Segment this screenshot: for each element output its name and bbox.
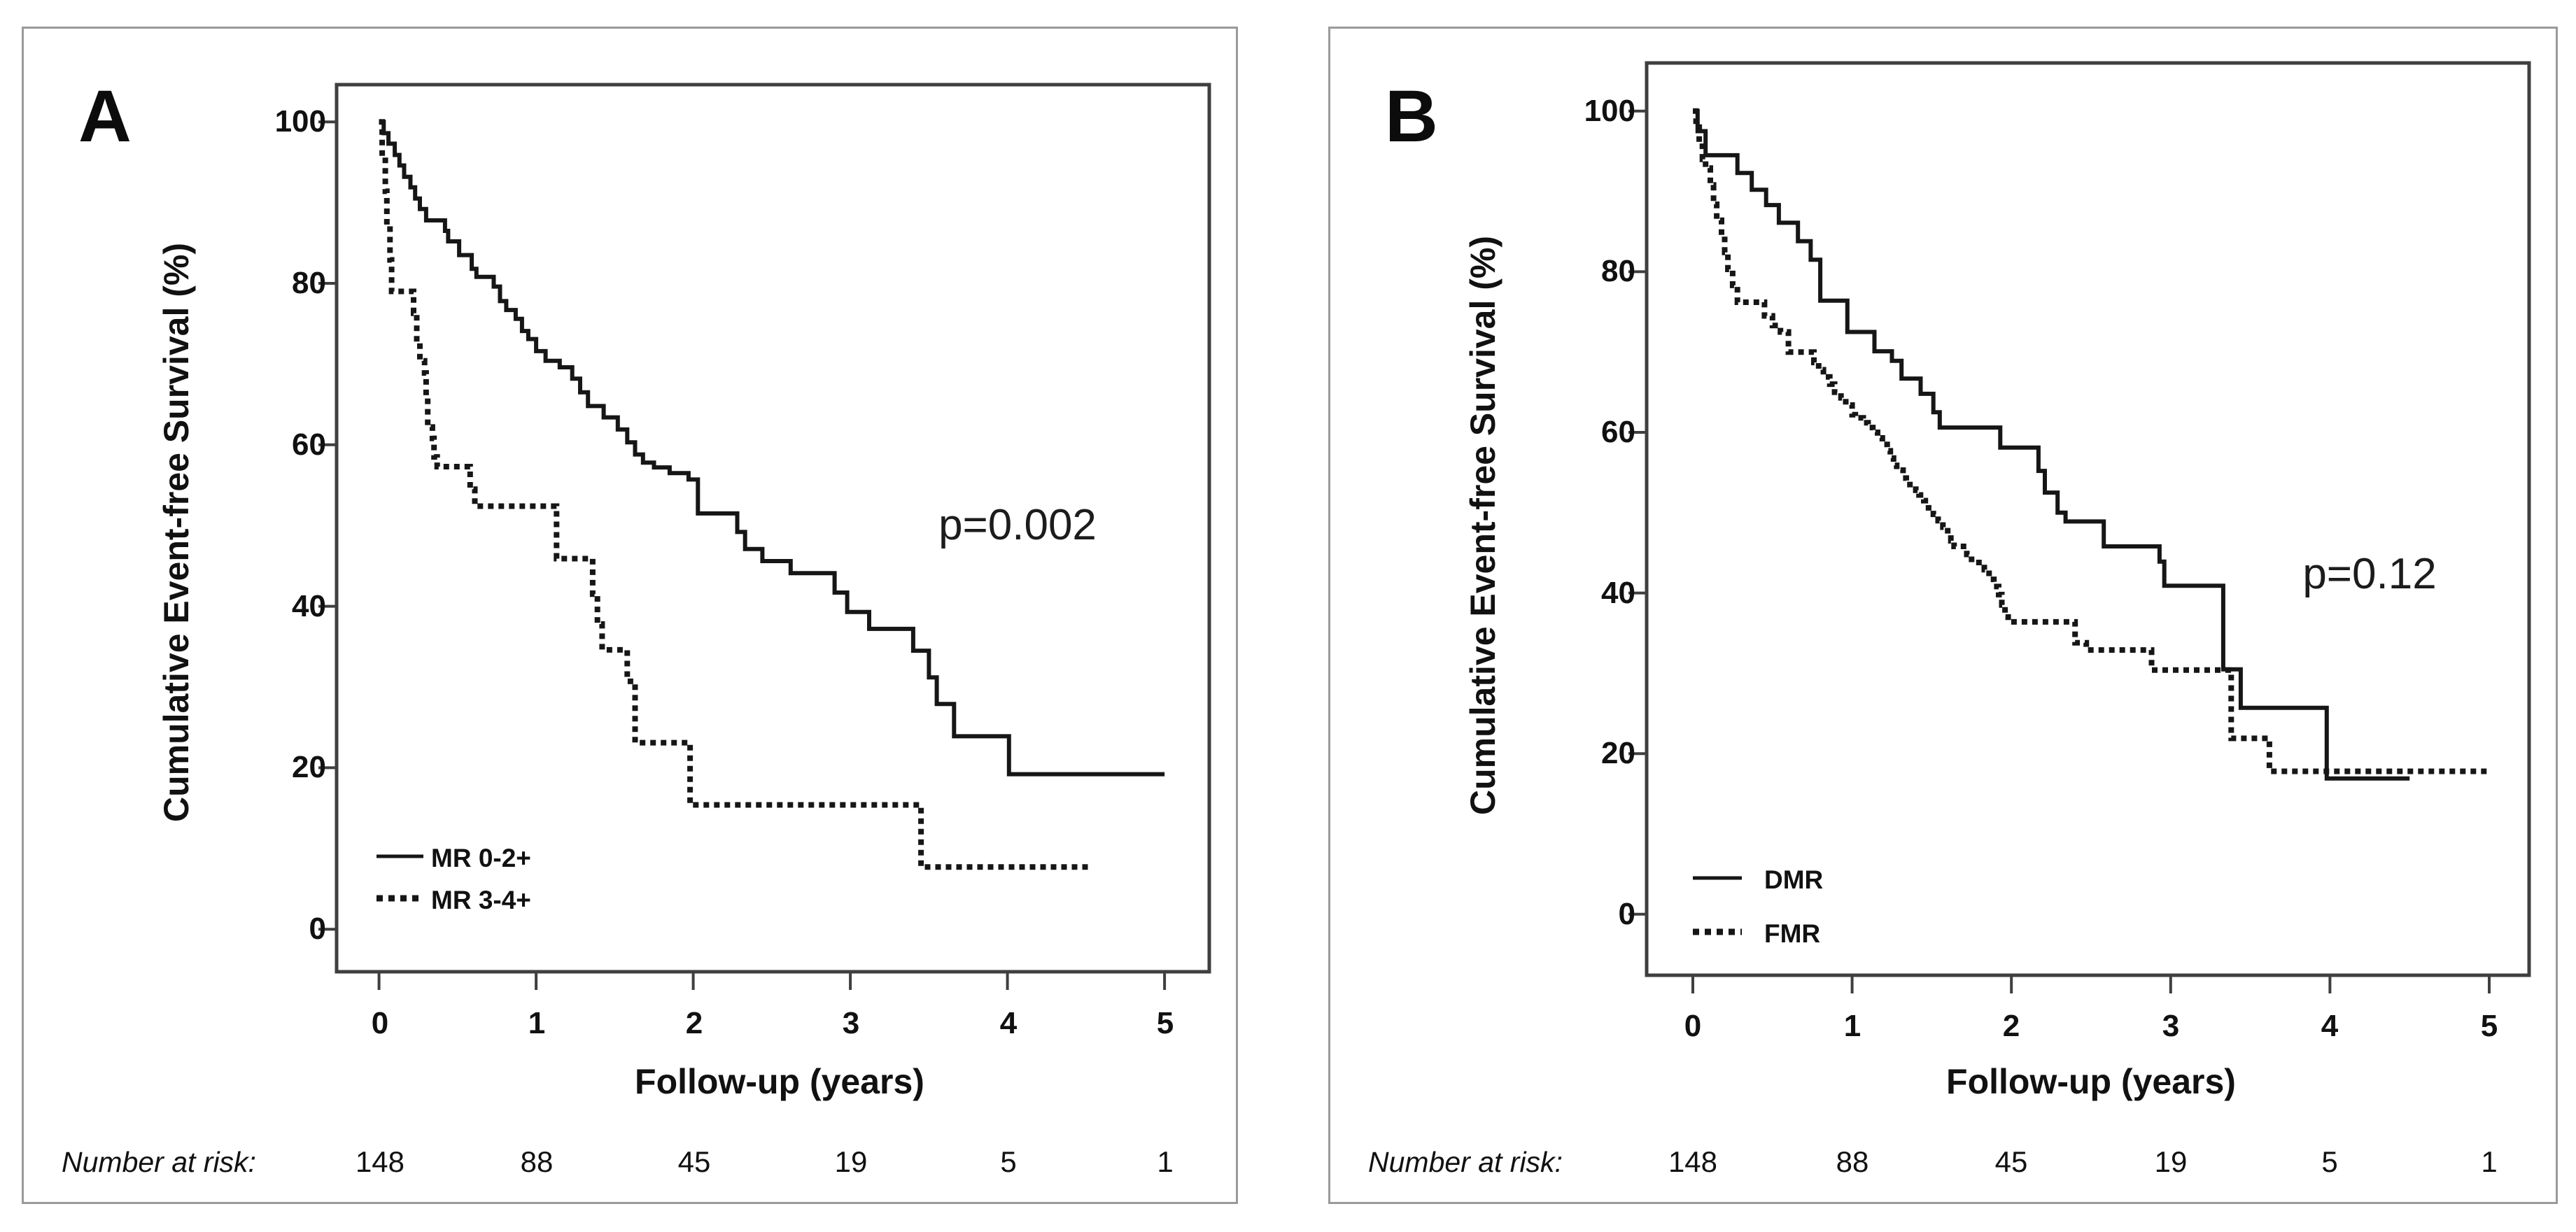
legend-label-solid: MR 0-2+ xyxy=(431,844,531,872)
number-at-risk-label: Number at risk: xyxy=(1368,1146,1563,1178)
x-tick-label: 4 xyxy=(999,1006,1018,1040)
p-value: p=0.002 xyxy=(938,501,1097,549)
panel-a: A Cumulative Event-free Survival (%) 100… xyxy=(22,27,1238,1204)
risk-count: 1 xyxy=(1157,1145,1174,1178)
legend-label-solid: DMR xyxy=(1764,865,1824,894)
x-tick-label: 3 xyxy=(842,1006,860,1040)
risk-count: 88 xyxy=(1836,1145,1869,1178)
y-tick-label: 20 xyxy=(292,750,326,784)
y-tick-label: 0 xyxy=(309,912,326,946)
risk-count: 5 xyxy=(2321,1145,2338,1178)
x-tick-label: 0 xyxy=(371,1006,389,1040)
x-tick-label: 5 xyxy=(2480,1009,2498,1043)
y-tick-label: 80 xyxy=(292,266,326,300)
y-tick-label: 80 xyxy=(1601,254,1635,288)
legend-label-dashed: MR 3-4+ xyxy=(431,886,531,914)
risk-count: 45 xyxy=(1994,1145,2028,1178)
survival-curve-solid xyxy=(379,120,1165,777)
risk-count: 148 xyxy=(355,1145,405,1178)
x-tick-label: 2 xyxy=(685,1006,703,1040)
x-tick-label: 4 xyxy=(2321,1009,2339,1043)
p-value: p=0.12 xyxy=(2302,550,2437,598)
x-tick-label: 3 xyxy=(2162,1009,2180,1043)
survival-curve-dashed xyxy=(1693,108,2489,774)
panel-b-letter: B xyxy=(1385,76,1438,157)
km-plot-a xyxy=(318,83,1211,990)
km-plot-b xyxy=(1628,61,2531,993)
risk-count: 1 xyxy=(2481,1145,2498,1178)
y-axis-title: Cumulative Event-free Survival (%) xyxy=(1463,235,1502,816)
panel-a-letter: A xyxy=(78,76,132,157)
y-tick-label: 20 xyxy=(1601,736,1635,770)
risk-count: 45 xyxy=(677,1145,711,1178)
axis-box xyxy=(335,83,1211,974)
x-tick-label: 1 xyxy=(1843,1009,1861,1043)
y-tick-label: 40 xyxy=(1601,576,1635,610)
risk-count: 148 xyxy=(1668,1145,1718,1178)
risk-count: 5 xyxy=(1000,1145,1017,1178)
y-tick-label: 60 xyxy=(292,427,326,462)
legend-label-dashed: FMR xyxy=(1764,919,1821,948)
x-tick-label: 2 xyxy=(2002,1009,2020,1043)
survival-curve-dashed xyxy=(379,119,1091,870)
x-tick-label: 0 xyxy=(1684,1009,1702,1043)
risk-count: 88 xyxy=(520,1145,554,1178)
x-tick-label: 5 xyxy=(1156,1006,1174,1040)
y-axis-title: Cumulative Event-free Survival (%) xyxy=(157,242,196,823)
survival-curve-solid xyxy=(1693,108,2410,781)
number-at-risk-label: Number at risk: xyxy=(62,1146,256,1178)
y-tick-label: 60 xyxy=(1601,415,1635,449)
x-axis-title: Follow-up (years) xyxy=(635,1062,924,1101)
axis-box xyxy=(1645,61,2531,977)
y-tick-label: 40 xyxy=(292,589,326,623)
y-tick-label: 100 xyxy=(274,104,326,139)
risk-count: 19 xyxy=(2154,1145,2188,1178)
x-axis-title: Follow-up (years) xyxy=(1946,1062,2236,1101)
x-tick-label: 1 xyxy=(528,1006,546,1040)
risk-count: 19 xyxy=(834,1145,868,1178)
y-tick-label: 0 xyxy=(1618,897,1635,931)
panel-b: B Cumulative Event-free Survival (%) 100… xyxy=(1328,27,2558,1204)
y-tick-label: 100 xyxy=(1584,94,1635,128)
